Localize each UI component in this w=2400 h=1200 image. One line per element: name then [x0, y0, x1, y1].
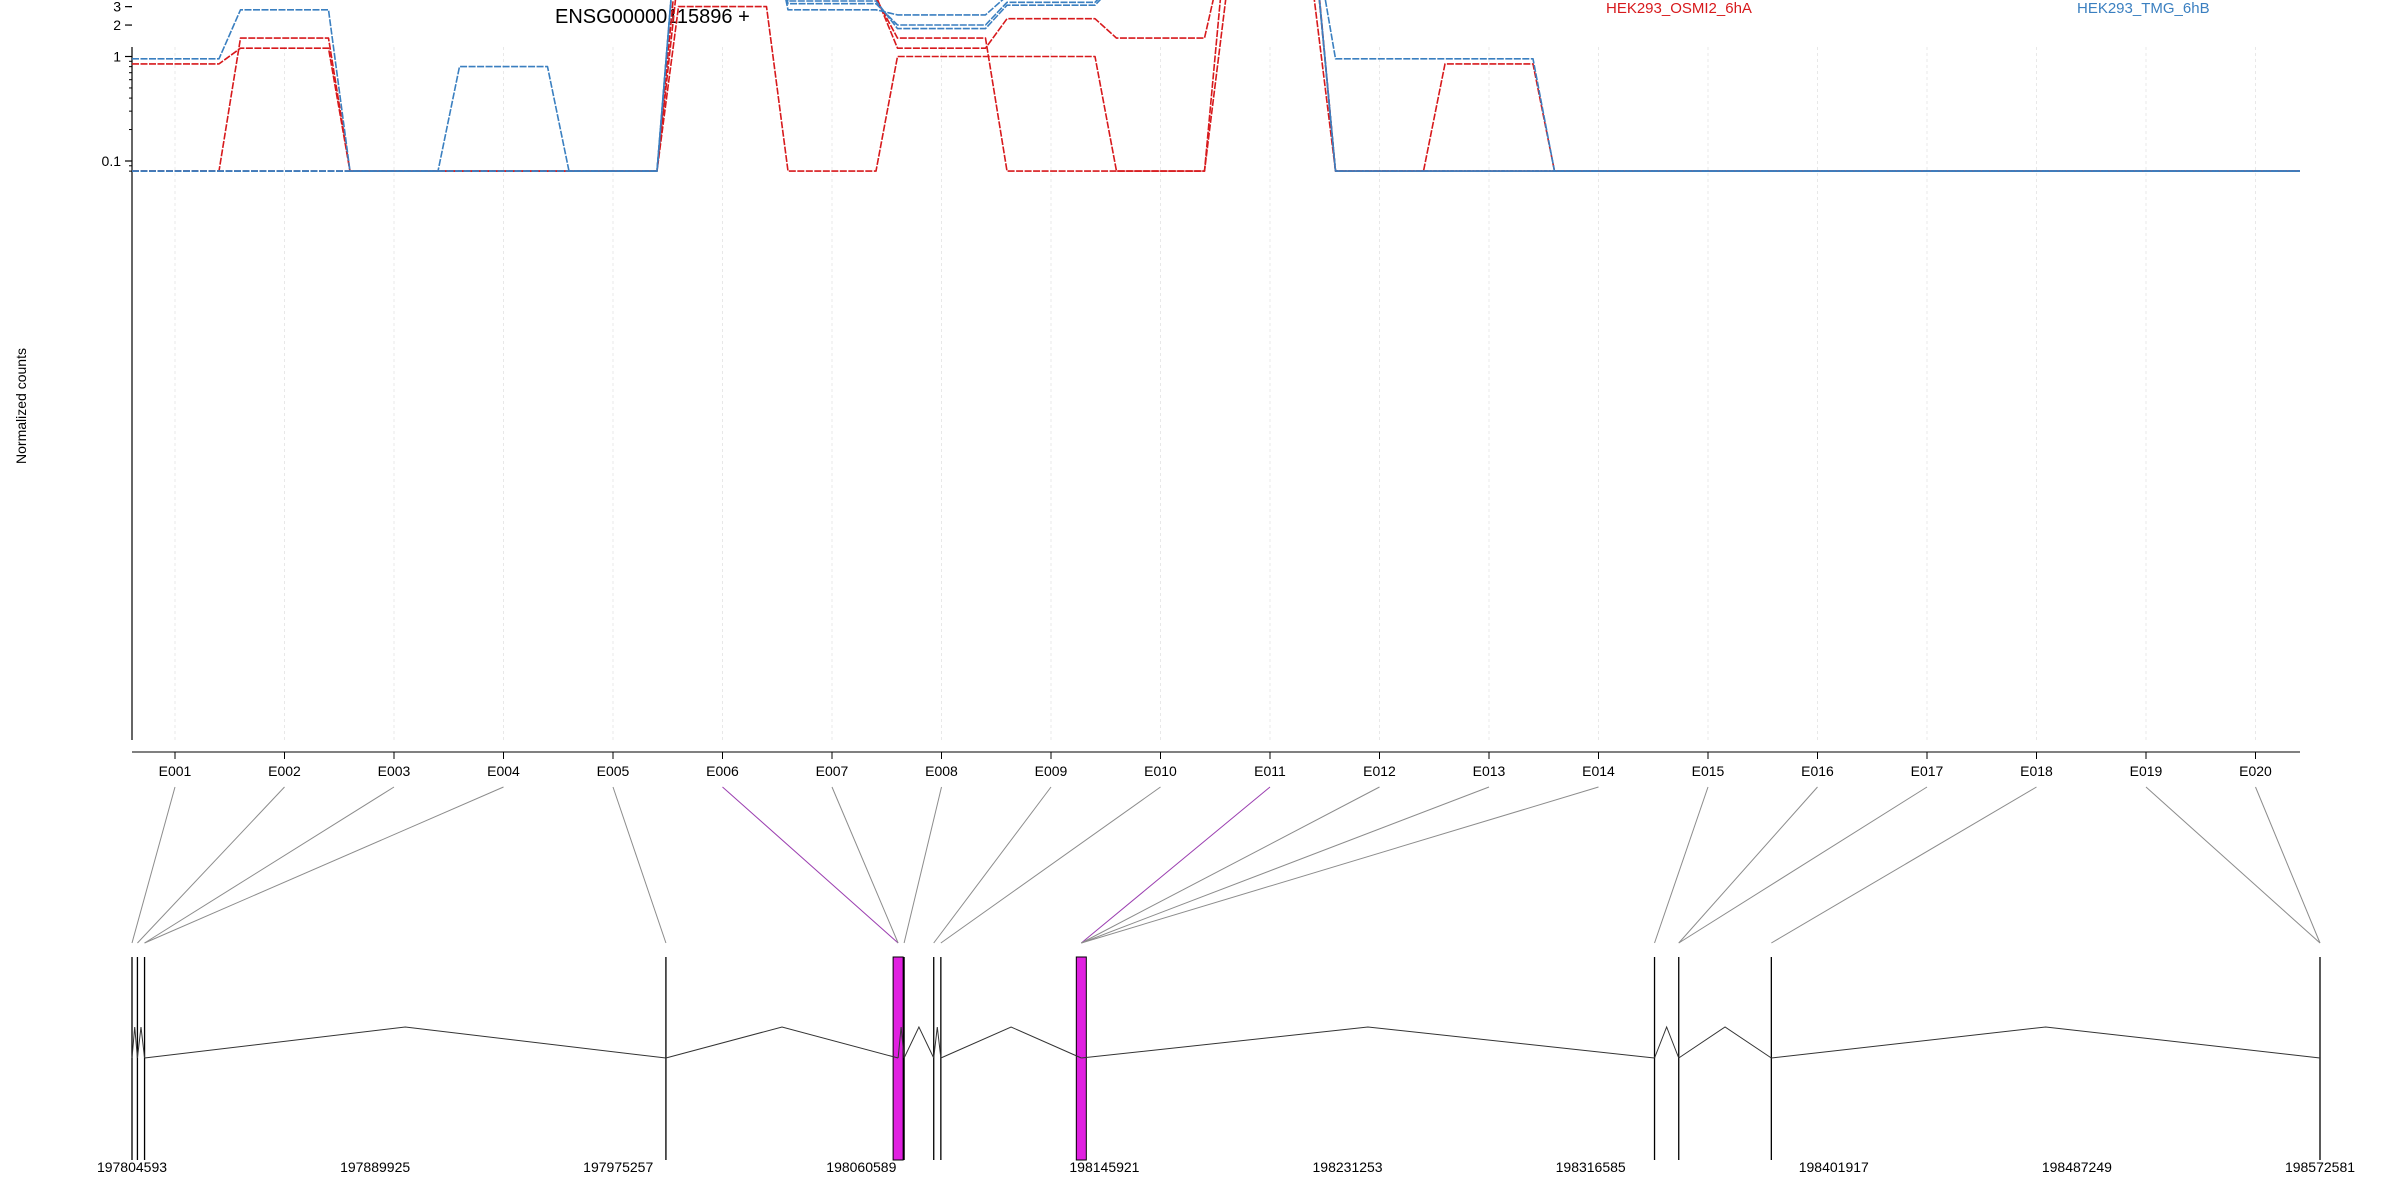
exon-label-E001: E001 — [159, 763, 192, 779]
chart-title: ENSG00000115896 + — [555, 6, 750, 28]
series-layer — [132, 0, 2301, 172]
exon-label-E002: E002 — [268, 763, 301, 779]
exon-label-E017: E017 — [1911, 763, 1944, 779]
connector-E015 — [1654, 786, 1709, 944]
exon-label-E020: E020 — [2239, 763, 2272, 779]
intron-junction-11 — [1771, 1026, 2321, 1059]
exon-label-E006: E006 — [706, 763, 739, 779]
series-line-1 — [132, 0, 2301, 172]
intron-junction-1 — [136, 1026, 146, 1059]
connector-E004 — [144, 786, 504, 944]
coord-label-0: 197804593 — [97, 1159, 167, 1175]
exon-label-E016: E016 — [1801, 763, 1834, 779]
exon-axis-layer: E001 E002 E003 E004 E005 E006 E007 E008 E009 E010… — [132, 751, 2300, 779]
connector-E001 — [131, 786, 176, 944]
connector-E012 — [1081, 786, 1380, 944]
connector-E005 — [612, 786, 667, 944]
intron-junction-5 — [903, 1025, 935, 1059]
legend-entry-osmi2: HEK293_OSMI2_6hA — [1606, 0, 1752, 17]
coord-label-7: 198401917 — [1799, 1159, 1869, 1175]
exon-label-E011: E011 — [1254, 763, 1286, 779]
exon-label-E009: E009 — [1035, 763, 1068, 779]
coord-label-2: 197975257 — [583, 1159, 653, 1175]
grid-layer — [174, 47, 2256, 740]
connector-E008 — [903, 786, 942, 944]
intron-junction-2 — [144, 1026, 666, 1059]
exon-block-E011 — [1075, 956, 1087, 1161]
exon-label-E012: E012 — [1363, 763, 1396, 779]
coord-layer: 197804593 197889925 197975257 198060589 1981… — [97, 1159, 2355, 1175]
exon-label-E015: E015 — [1692, 763, 1725, 779]
connector-E019 — [2145, 786, 2321, 944]
intron-junction-7 — [940, 1026, 1082, 1059]
intron-junction-4 — [897, 1026, 905, 1059]
connector-E014 — [1081, 786, 1599, 944]
y-axis-label: Normalized counts — [13, 348, 29, 464]
y-tick-label-0.1: 0.1 — [102, 153, 122, 169]
coord-label-4: 198145921 — [1069, 1159, 1139, 1175]
coord-label-5: 198231253 — [1313, 1159, 1383, 1175]
coord-label-3: 198060589 — [826, 1159, 896, 1175]
connector-E011 — [1080, 786, 1271, 944]
legend-entry-tmg: HEK293_TMG_6hB — [2077, 0, 2210, 17]
connector-E013 — [1081, 786, 1490, 944]
coord-label-8: 198487249 — [2042, 1159, 2112, 1175]
coord-label-9: 198572581 — [2285, 1159, 2355, 1175]
exon-label-E003: E003 — [378, 763, 411, 779]
connector-layer — [131, 786, 2321, 944]
gene-model-layer — [131, 956, 2321, 1161]
exon-label-E013: E013 — [1473, 763, 1506, 779]
y-tick-label-2: 2 — [113, 17, 121, 33]
connector-E017 — [1678, 786, 1928, 944]
intron-junction-3 — [665, 1026, 899, 1059]
exon-label-E014: E014 — [1582, 763, 1615, 779]
connector-E006 — [722, 786, 899, 944]
exon-block-E006 — [892, 956, 904, 1161]
coord-label-1: 197889925 — [340, 1159, 410, 1175]
intron-junction-9 — [1654, 1025, 1680, 1059]
exon-label-E018: E018 — [2020, 763, 2053, 779]
series-line-3 — [132, 0, 2301, 172]
intron-junction-6 — [933, 1026, 942, 1059]
y-tick-label-1: 1 — [113, 49, 121, 65]
series-line-0 — [132, 0, 2301, 172]
connector-E020 — [2255, 786, 2321, 944]
series-line-5 — [132, 0, 2301, 172]
connector-E018 — [1771, 786, 2037, 944]
y-tick-label-3: 3 — [113, 0, 121, 15]
intron-junction-0 — [131, 1026, 138, 1059]
connector-E007 — [831, 786, 899, 944]
intron-junction-10 — [1678, 1026, 1772, 1059]
connector-E016 — [1678, 786, 1818, 944]
axes-layer: 0.1123510152030 — [102, 0, 133, 740]
exon-label-E019: E019 — [2130, 763, 2163, 779]
connector-E002 — [137, 786, 285, 944]
connector-E003 — [144, 786, 395, 944]
coord-label-6: 198316585 — [1556, 1159, 1626, 1175]
exon-label-E005: E005 — [597, 763, 630, 779]
series-line-4 — [132, 0, 2301, 172]
exon-label-E008: E008 — [925, 763, 958, 779]
connector-E009 — [933, 786, 1052, 944]
exon-label-E007: E007 — [816, 763, 849, 779]
exon-label-E010: E010 — [1144, 763, 1177, 779]
intron-junction-8 — [1081, 1026, 1655, 1059]
series-line-2 — [132, 0, 2301, 172]
connector-E010 — [940, 786, 1161, 944]
exon-label-E004: E004 — [487, 763, 520, 779]
